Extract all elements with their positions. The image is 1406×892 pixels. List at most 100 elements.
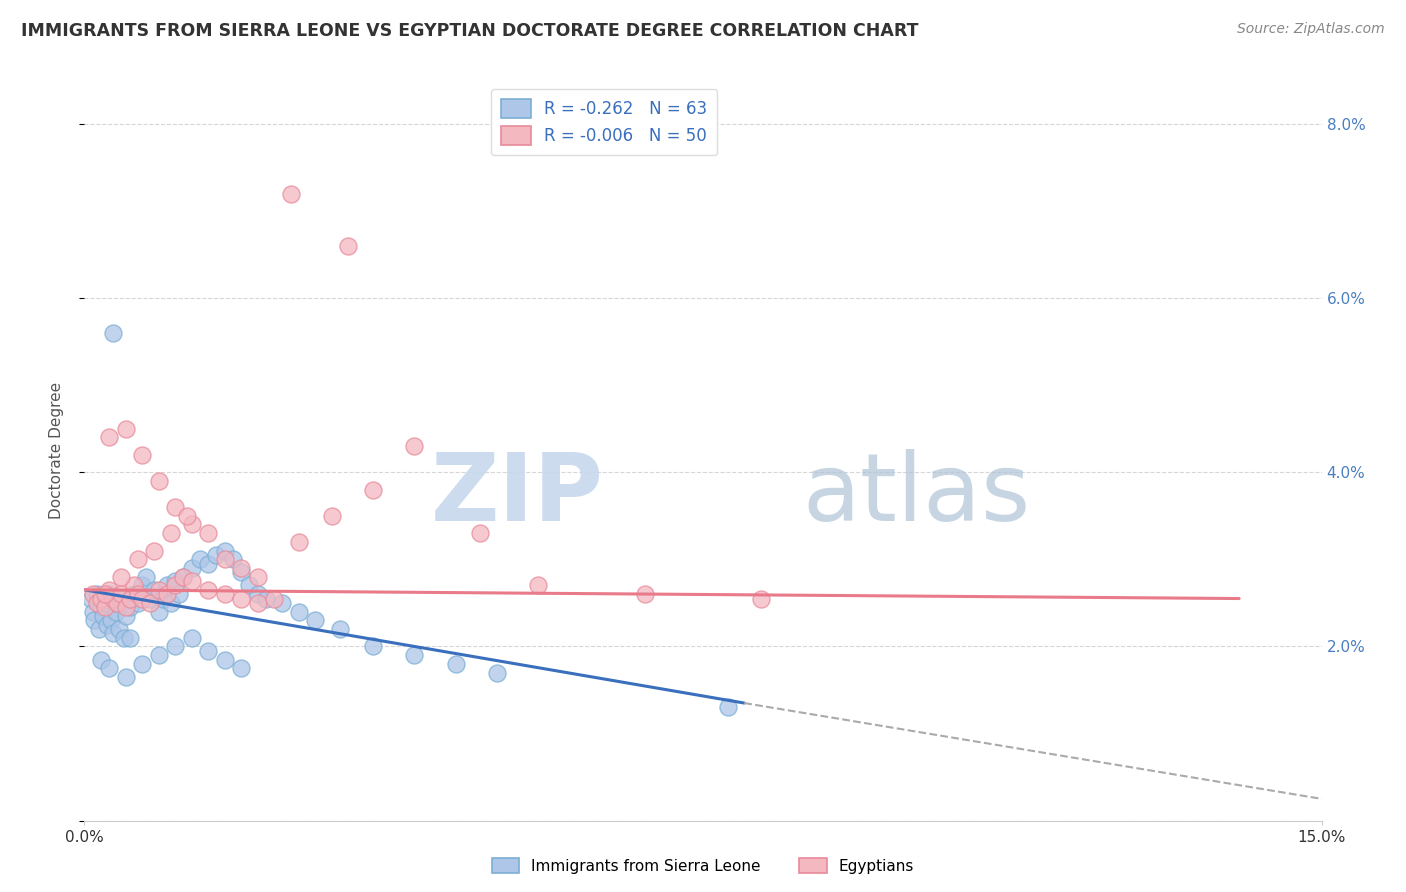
Point <box>98 661 121 675</box>
Point <box>148 648 170 662</box>
Point <box>86 596 108 610</box>
Point <box>90 652 112 666</box>
Point <box>98 587 121 601</box>
Point <box>82 587 104 601</box>
Point <box>271 596 294 610</box>
Point <box>254 591 277 606</box>
Point <box>90 600 112 615</box>
Point <box>165 640 187 654</box>
Point <box>98 430 121 444</box>
Point <box>165 500 187 514</box>
Point <box>749 591 772 606</box>
Point <box>83 613 105 627</box>
Point <box>108 622 131 636</box>
Point <box>127 587 149 601</box>
Point <box>94 596 117 610</box>
Point <box>103 626 125 640</box>
Point <box>110 587 132 601</box>
Point <box>152 591 174 606</box>
Point <box>156 578 179 592</box>
Point <box>96 617 118 632</box>
Point <box>634 587 657 601</box>
Y-axis label: Doctorate Degree: Doctorate Degree <box>49 382 63 519</box>
Point <box>246 587 269 601</box>
Point <box>444 657 467 671</box>
Point <box>337 239 360 253</box>
Point <box>172 570 194 584</box>
Point <box>105 596 128 610</box>
Point <box>188 552 211 566</box>
Point <box>143 543 166 558</box>
Point <box>110 591 132 606</box>
Point <box>214 587 236 601</box>
Point <box>214 552 236 566</box>
Point <box>246 570 269 584</box>
Point <box>110 570 132 584</box>
Point <box>139 591 162 606</box>
Point <box>361 483 384 497</box>
Point <box>91 609 114 624</box>
Point <box>89 622 111 636</box>
Point <box>165 574 187 588</box>
Point <box>288 535 311 549</box>
Point <box>229 566 252 580</box>
Point <box>100 613 122 627</box>
Point <box>104 605 127 619</box>
Point <box>148 474 170 488</box>
Point <box>122 578 145 592</box>
Point <box>160 596 183 610</box>
Point <box>222 552 245 566</box>
Point <box>131 578 153 592</box>
Point <box>229 561 252 575</box>
Point <box>361 640 384 654</box>
Point <box>114 422 136 436</box>
Point <box>321 508 343 523</box>
Point <box>156 587 179 601</box>
Point <box>112 631 135 645</box>
Point <box>94 600 117 615</box>
Text: IMMIGRANTS FROM SIERRA LEONE VS EGYPTIAN DOCTORATE DEGREE CORRELATION CHART: IMMIGRANTS FROM SIERRA LEONE VS EGYPTIAN… <box>21 22 918 40</box>
Point <box>404 648 426 662</box>
Point <box>180 517 202 532</box>
Point <box>127 552 149 566</box>
Point <box>148 582 170 597</box>
Text: ZIP: ZIP <box>432 449 605 541</box>
Point <box>205 548 228 562</box>
Point <box>135 570 157 584</box>
Point <box>98 582 121 597</box>
Point <box>143 582 166 597</box>
Point <box>118 591 141 606</box>
Point <box>86 587 108 601</box>
Point <box>114 609 136 624</box>
Point <box>288 605 311 619</box>
Point <box>246 596 269 610</box>
Point <box>160 526 183 541</box>
Point <box>229 591 252 606</box>
Point <box>80 591 103 606</box>
Point <box>148 605 170 619</box>
Point <box>180 574 202 588</box>
Point <box>197 557 219 571</box>
Point <box>180 561 202 575</box>
Point <box>131 657 153 671</box>
Point <box>172 570 194 584</box>
Point <box>103 591 125 606</box>
Point <box>229 661 252 675</box>
Point <box>176 508 198 523</box>
Point <box>105 596 128 610</box>
Text: atlas: atlas <box>801 449 1031 541</box>
Point <box>238 578 260 592</box>
Point <box>94 587 117 601</box>
Legend: Immigrants from Sierra Leone, Egyptians: Immigrants from Sierra Leone, Egyptians <box>485 852 921 880</box>
Point <box>90 591 112 606</box>
Point <box>118 600 141 615</box>
Text: Source: ZipAtlas.com: Source: ZipAtlas.com <box>1237 22 1385 37</box>
Point <box>165 578 187 592</box>
Point <box>167 587 190 601</box>
Point <box>118 631 141 645</box>
Point <box>263 591 285 606</box>
Point <box>114 600 136 615</box>
Point <box>131 448 153 462</box>
Point <box>82 605 104 619</box>
Point <box>329 622 352 636</box>
